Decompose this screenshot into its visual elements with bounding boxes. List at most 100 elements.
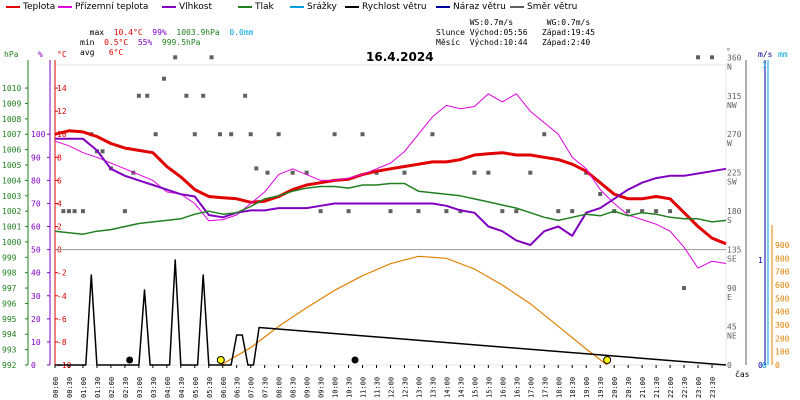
legend-label: Teplota	[23, 2, 56, 12]
x-tick-label: 21:30	[653, 377, 661, 398]
sun-label: Slunce	[436, 28, 465, 37]
hpa-tick-label: 1003	[2, 192, 21, 201]
wind-direction-point	[304, 170, 309, 175]
x-tick-label: 19:30	[597, 377, 605, 398]
pct-tick-label: 60	[31, 223, 41, 232]
wind-direction-point	[276, 132, 281, 137]
legend-label: Přízemní teplota	[75, 2, 149, 12]
wind-direction-point	[173, 55, 178, 60]
stats-avg-temp: 6°C	[108, 48, 124, 57]
legend-swatch	[345, 5, 359, 8]
sun-tick-label: 900	[775, 241, 790, 250]
hpa-tick-label: 1000	[2, 238, 21, 247]
stats-max-press: 1003.9hPa	[176, 28, 220, 37]
wind-direction-point	[192, 132, 197, 137]
temp-tick-label: -4	[57, 292, 67, 301]
x-tick-label: 13:00	[415, 377, 423, 398]
legend-swatch	[238, 5, 252, 8]
sun-tick-label: 400	[775, 308, 790, 317]
hpa-tick-label: 993	[2, 346, 17, 355]
hpa-tick-label: 1002	[2, 207, 21, 216]
legend-swatch	[162, 5, 176, 8]
x-tick-label: 15:00	[471, 377, 479, 398]
x-tick-label: 01:00	[80, 377, 88, 398]
wind-direction-point	[430, 132, 435, 137]
sun-moon-block: WS:0.7m/s WG:0.7m/s Slunce Východ:05:56 …	[436, 18, 595, 48]
wind-direction-point	[122, 209, 127, 214]
x-tick-label: 16:30	[513, 377, 521, 398]
legend-swatch	[510, 5, 524, 8]
x-tick-label: 13:30	[429, 377, 437, 398]
x-tick-label: 10:00	[332, 377, 340, 398]
x-tick-label: 16:00	[499, 377, 507, 398]
dir-axis-label: °	[726, 47, 731, 56]
ms-tick-label: 1	[758, 256, 763, 265]
dir-tick-name: SE	[727, 255, 737, 264]
x-tick-label: 15:30	[485, 377, 493, 398]
legend-label: Tlak	[255, 2, 274, 12]
wind-direction-point	[162, 76, 167, 81]
legend-label: Vlhkost	[179, 2, 212, 12]
temp-tick-label: 10	[57, 130, 67, 139]
dir-tick-name: W	[727, 139, 732, 148]
ms-axis-label: m/s	[758, 50, 773, 59]
sun-tick-label: 700	[775, 268, 790, 277]
x-tick-label: 11:00	[360, 377, 368, 398]
sunrise-marker	[216, 356, 225, 364]
x-tick-label: 22:00	[667, 377, 675, 398]
stats-max-rain: 0.0mm	[229, 28, 254, 37]
x-tick-label: 08:30	[290, 377, 298, 398]
legend-item: Rychlost větru	[345, 2, 427, 14]
sun-tick-label: 600	[775, 281, 790, 290]
temp-axis-label: °C	[57, 50, 67, 59]
x-tick-label: 20:30	[625, 377, 633, 398]
wind-direction-point	[80, 209, 85, 214]
moonset-marker	[126, 356, 134, 364]
x-tick-label: 18:30	[569, 377, 577, 398]
x-tick-label: 02:00	[108, 377, 116, 398]
x-tick-label: 08:00	[276, 377, 284, 398]
mm-tick-label: 0	[762, 361, 767, 370]
sun-tick-label: 0	[775, 361, 780, 370]
x-tick-label: 01:30	[94, 377, 102, 398]
moonrise-marker	[351, 356, 359, 364]
x-tick-label: 18:00	[555, 377, 563, 398]
dir-tick-name: N	[727, 62, 732, 71]
hpa-tick-label: 996	[2, 299, 17, 308]
wind-direction-point	[472, 170, 477, 175]
pct-axis-label: %	[38, 50, 43, 59]
hpa-tick-label: 994	[2, 330, 17, 339]
x-tick-label: 10:30	[346, 377, 354, 398]
wind-direction-point	[265, 170, 270, 175]
moon-set: Západ:2:40	[541, 38, 591, 47]
wind-speed-line	[55, 259, 727, 366]
legend-swatch	[436, 5, 450, 8]
legend-label: Rychlost větru	[362, 2, 427, 12]
sun-rise: Východ:05:56	[469, 28, 528, 37]
dir-tick-label: 270	[727, 130, 742, 139]
x-tick-label: 17:30	[541, 377, 549, 398]
moon-rise: Východ:10:44	[469, 38, 528, 47]
legend-item: Přízemní teplota	[58, 2, 148, 14]
dir-tick-name: NE	[727, 332, 737, 341]
hpa-tick-label: 1008	[2, 115, 21, 124]
hpa-tick-label: 998	[2, 269, 17, 278]
hpa-tick-label: 995	[2, 315, 17, 324]
wind-direction-point	[217, 132, 222, 137]
wind-direction-point	[153, 132, 158, 137]
hpa-tick-label: 1009	[2, 99, 21, 108]
sunshine-line	[220, 255, 608, 366]
stats-min-label: min	[80, 38, 95, 47]
pressure-line	[54, 182, 727, 235]
x-tick-label: 07:00	[248, 377, 256, 398]
wind-speed-text: WS:0.7m/s	[469, 18, 514, 27]
x-tick-label: 09:30	[318, 377, 326, 398]
legend: Teplota Přízemní teplota Vlhkost Tlak Srážky…	[0, 0, 800, 16]
wind-direction-point	[332, 132, 337, 137]
x-tick-label: 05:00	[192, 377, 200, 398]
x-tick-label: 23:00	[695, 377, 703, 398]
dir-tick-label: 135	[727, 246, 742, 255]
x-tick-label: 12:00	[388, 377, 396, 398]
stats-min-press: 999.5hPa	[161, 38, 201, 47]
